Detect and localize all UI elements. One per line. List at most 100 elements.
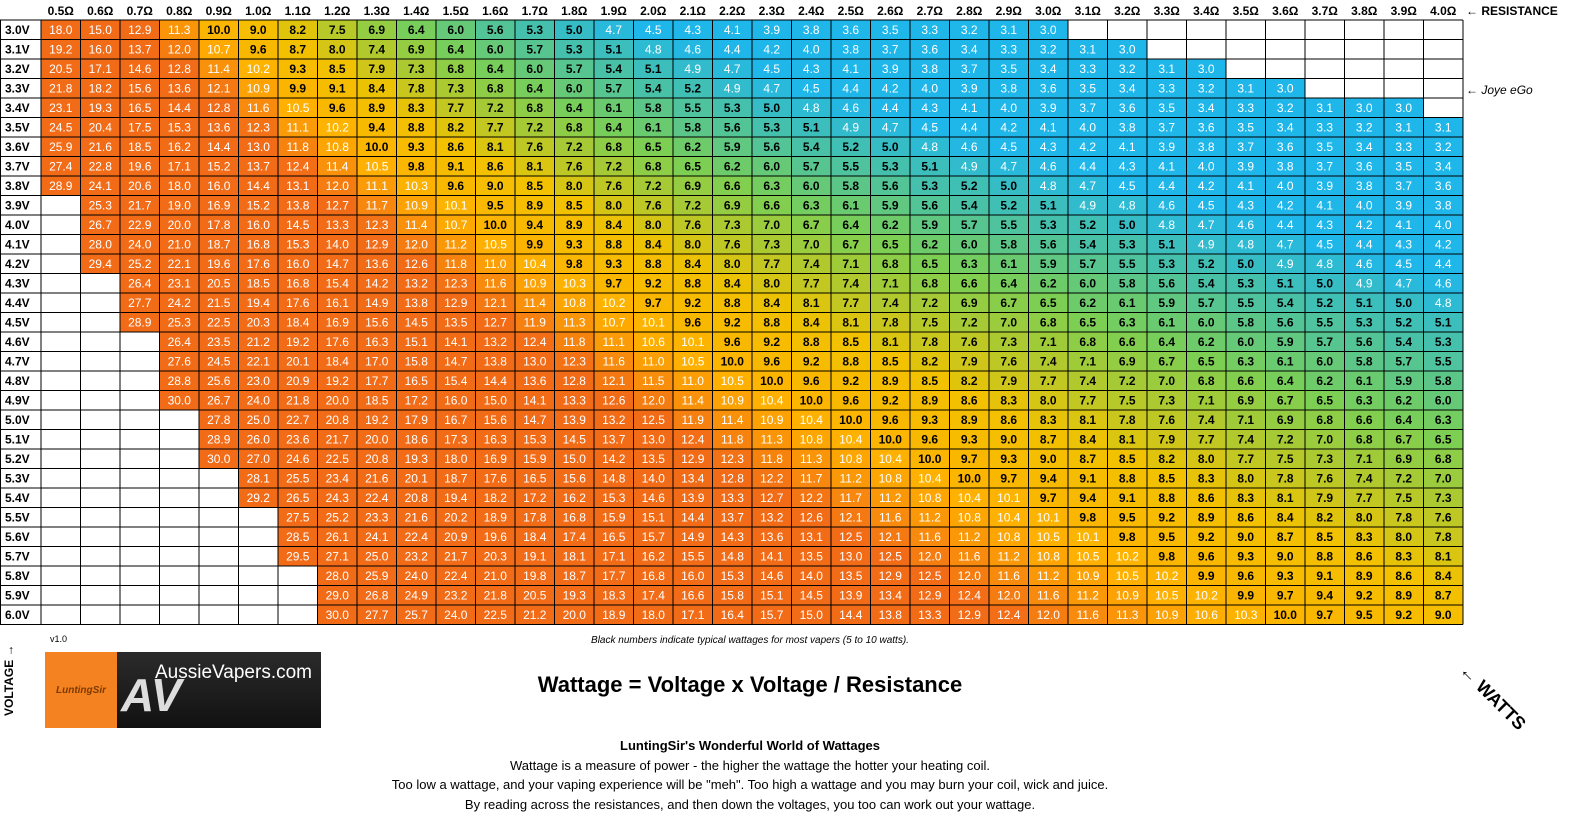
cell-value: 12.8 [168,62,192,76]
heatmap-cell [673,332,713,352]
cell-value: 18.9 [602,608,626,622]
heatmap-cell [1265,195,1305,215]
heatmap-cell [238,39,278,59]
cell-value: 10.9 [247,81,271,95]
heatmap-cell [199,507,239,527]
cell-value: 4.3 [921,101,938,115]
heatmap-cell [673,137,713,157]
heatmap-cell [1344,195,1384,215]
heatmap-cell [41,98,81,118]
heatmap-cell [791,312,831,332]
heatmap-cell [989,293,1029,313]
cell-value: 17.3 [444,432,468,446]
heatmap-cell [831,351,871,371]
heatmap-cell [791,234,831,254]
heatmap-cell [199,234,239,254]
heatmap-cell [1226,351,1266,371]
heatmap-cell [791,176,831,196]
heatmap-cell [870,176,910,196]
cell-value: 4.7 [882,120,899,134]
heatmap-cell [396,195,436,215]
heatmap-cell [80,507,120,527]
heatmap-cell [41,234,81,254]
cell-value: 7.8 [408,81,425,95]
cell-value: 11.6 [958,549,981,563]
heatmap-cell [238,312,278,332]
heatmap-cell [436,215,476,235]
heatmap-cell [712,234,752,254]
cell-value: 20.1 [405,471,429,485]
cell-value: 3.8 [1277,159,1294,173]
resistance-header-2.4ohm: 2.4Ω [798,4,825,18]
heatmap-cell [199,585,239,605]
heatmap-cell [831,176,871,196]
cell-value: 21.7 [444,549,468,563]
cell-value: 3.5 [1158,101,1175,115]
heatmap-cell [1344,234,1384,254]
cell-value: 4.5 [1395,257,1412,271]
heatmap-cell [120,410,160,430]
heatmap-cell [712,78,752,98]
cell-value: 25.2 [128,257,152,271]
heatmap-cell [831,78,871,98]
cell-value: 8.4 [684,257,701,271]
cell-value: 7.7 [1079,393,1096,407]
cell-value: 9.6 [684,315,701,329]
heatmap-cell [120,78,160,98]
heatmap-cell [1147,59,1187,79]
cell-value: 5.3 [1158,257,1175,271]
heatmap-cell [1186,351,1226,371]
cell-value: 7.8 [1119,413,1136,427]
resistance-header-2.0ohm: 2.0Ω [640,4,667,18]
cell-value: 8.3 [408,101,425,115]
cell-value: 12.3 [721,452,745,466]
cell-value: 12.5 [839,530,863,544]
cell-value: 22.8 [89,159,113,173]
heatmap-cell [41,156,81,176]
cell-value: 9.6 [763,354,780,368]
heatmap-cell [712,137,752,157]
cell-value: 7.3 [408,62,425,76]
heatmap-cell [475,78,515,98]
cell-value: 15.2 [247,198,271,212]
cell-value: 8.6 [447,140,464,154]
cell-value: 9.8 [1079,510,1096,524]
heatmap-cell [949,59,989,79]
cell-value: 4.5 [803,81,820,95]
cell-value: 5.8 [1000,237,1017,251]
cell-value: 4.8 [1040,179,1057,193]
cell-value: 3.1 [1158,62,1175,76]
version-label: v1.0 [50,634,68,644]
heatmap-cell [278,312,318,332]
heatmap-cell [357,39,397,59]
heatmap-cell [436,351,476,371]
cell-value: 6.8 [487,81,504,95]
cell-value: 3.0 [1119,42,1136,56]
cell-value: 21.6 [405,510,429,524]
cell-value: 5.9 [1277,335,1294,349]
heatmap-cell [752,390,792,410]
heatmap-cell [120,605,160,625]
heatmap-cell [396,390,436,410]
heatmap-cell [831,137,871,157]
cell-value: 12.1 [839,510,863,524]
heatmap-cell [1186,332,1226,352]
cell-value: 21.6 [365,471,389,485]
heatmap-cell [238,59,278,79]
cell-value: 8.9 [882,374,899,388]
heatmap-cell [870,156,910,176]
heatmap-cell [436,176,476,196]
heatmap-cell [633,390,673,410]
cell-value: 23.2 [405,549,429,563]
cell-value: 6.4 [447,42,464,56]
cell-value: 5.8 [1119,276,1136,290]
cell-value: 7.0 [763,218,780,232]
cell-value: 16.6 [681,588,705,602]
resistance-header-0.5ohm: 0.5Ω [48,4,75,18]
cell-value: 6.0 [526,62,543,76]
heatmap-cell [278,254,318,274]
heatmap-cell [633,312,673,332]
cell-value: 19.0 [168,198,192,212]
heatmap-cell [1147,351,1187,371]
cell-value: 8.7 [1079,452,1096,466]
